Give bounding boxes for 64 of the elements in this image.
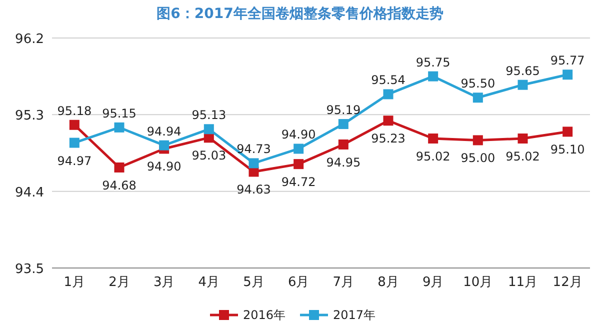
legend-label: 2017年 [333, 308, 376, 322]
point [294, 144, 304, 154]
x-tick-label: 12月 [552, 275, 582, 290]
point [383, 89, 394, 100]
data-label: 95.77 [550, 54, 585, 68]
data-label: 94.72 [281, 175, 316, 190]
x-tick-label: 6月 [288, 275, 310, 290]
data-label: 95.75 [416, 55, 450, 70]
point [69, 120, 80, 130]
x-tick-label: 8月 [378, 275, 399, 290]
data-label: 94.97 [57, 154, 92, 168]
data-label: 94.63 [236, 182, 271, 197]
y-tick-label: 96.2 [15, 32, 44, 47]
point [383, 116, 394, 126]
point [428, 134, 438, 144]
point [248, 158, 259, 168]
data-label: 95.65 [506, 64, 540, 78]
point [69, 138, 80, 148]
data-label: 94.94 [146, 124, 182, 138]
y-tick-label: 95.3 [15, 108, 44, 124]
legend-label: 2016年 [243, 308, 286, 322]
data-label: 94.90 [281, 128, 316, 142]
x-tick-label: 9月 [422, 275, 444, 290]
data-label: 95.03 [192, 148, 226, 163]
point [338, 119, 348, 130]
point [159, 140, 170, 150]
x-tick-label: 3月 [153, 275, 175, 290]
point [338, 139, 348, 150]
data-label: 95.23 [371, 132, 406, 146]
data-label: 94.68 [102, 178, 136, 192]
data-label: 95.54 [371, 73, 406, 88]
x-tick-label: 10月 [463, 275, 493, 290]
point [562, 126, 573, 137]
data-label: 95.18 [57, 104, 92, 118]
data-label: 95.00 [460, 151, 496, 166]
data-label: 94.73 [236, 142, 271, 156]
y-tick-label: 94.4 [15, 185, 44, 200]
point [428, 71, 438, 82]
point [294, 159, 304, 170]
point [562, 70, 573, 80]
y-tick-label: 93.5 [15, 262, 44, 277]
x-tick-label: 1月 [64, 275, 86, 290]
x-tick-label: 11月 [508, 275, 538, 290]
data-label: 95.15 [102, 106, 136, 120]
x-tick-label: 4月 [198, 275, 220, 290]
chart-title: 图6：2017年全国卷烟整条零售价格指数走势 [156, 6, 444, 22]
point [472, 92, 483, 103]
point [518, 134, 528, 144]
point [518, 80, 528, 90]
data-label: 95.13 [192, 108, 226, 122]
x-tick-label: 2月 [108, 275, 130, 290]
data-label: 95.19 [326, 103, 361, 118]
data-label: 94.95 [326, 155, 361, 170]
point [114, 122, 124, 132]
point [114, 162, 124, 172]
data-label: 95.02 [416, 150, 450, 164]
x-tick-label: 5月 [243, 275, 264, 290]
data-label: 95.02 [506, 150, 540, 164]
data-label: 95.10 [550, 142, 585, 157]
data-label: 94.90 [146, 160, 182, 174]
x-tick-label: 7月 [332, 275, 354, 290]
point [204, 124, 214, 134]
data-label: 95.50 [460, 76, 496, 91]
point [472, 135, 483, 146]
